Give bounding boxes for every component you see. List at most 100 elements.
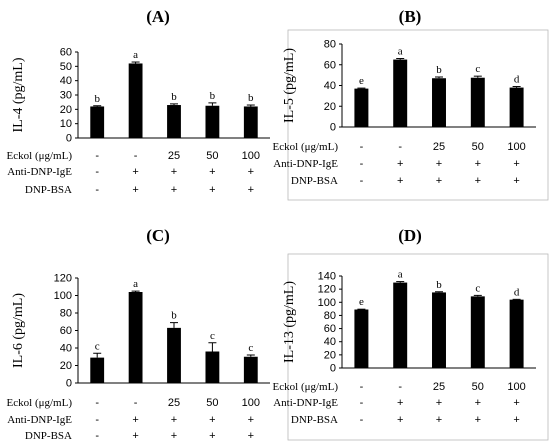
condition-value: - (95, 430, 99, 442)
bar (90, 357, 105, 383)
condition-value: 100 (507, 141, 525, 153)
panel-title: (A) (146, 7, 170, 26)
condition-value: + (436, 158, 442, 170)
condition-value: + (248, 414, 254, 426)
y-tick-label: 60 (324, 59, 336, 71)
condition-value: + (475, 158, 481, 170)
y-tick-label: 120 (318, 284, 336, 296)
condition-value: + (209, 414, 215, 426)
condition-value: + (513, 158, 519, 170)
panel-frame (287, 253, 549, 441)
y-tick-label: 80 (324, 39, 336, 51)
condition-value: + (209, 184, 215, 196)
significance-letter: b (171, 310, 177, 322)
condition-value: - (360, 141, 364, 153)
condition-value: + (436, 175, 442, 187)
condition-value: + (132, 184, 138, 196)
condition-row-label: Eckol (μg/mL) (273, 381, 339, 393)
condition-value: + (475, 175, 481, 187)
condition-value: + (397, 414, 403, 426)
significance-letter: c (475, 282, 480, 294)
condition-value: 50 (472, 381, 484, 393)
significance-letter: e (359, 75, 364, 87)
condition-value: + (248, 430, 254, 442)
y-tick-label: 0 (330, 122, 336, 134)
y-tick-label: 100 (318, 297, 336, 309)
y-tick-label: 40 (324, 336, 336, 348)
y-axis-label: IL-5 (pg/mL) (282, 48, 297, 123)
y-tick-label: 40 (60, 343, 72, 355)
panel-title: (B) (399, 7, 422, 26)
significance-letter: b (436, 279, 442, 291)
y-tick-label: 20 (324, 101, 336, 113)
condition-row-label: DNP-BSA (25, 184, 72, 196)
significance-letter: d (514, 74, 520, 86)
condition-value: 25 (433, 381, 445, 393)
condition-value: - (95, 397, 99, 409)
significance-letter: d (514, 286, 520, 298)
condition-value: - (398, 381, 402, 393)
bar (354, 88, 369, 127)
bar (90, 106, 105, 138)
condition-row-label: Anti-DNP-IgE (273, 158, 338, 170)
significance-letter: c (475, 63, 480, 75)
condition-value: - (360, 381, 364, 393)
condition-value: - (360, 414, 364, 426)
condition-value: 100 (242, 397, 260, 409)
y-tick-label: 10 (60, 118, 72, 130)
condition-value: + (513, 397, 519, 409)
condition-row-label: Eckol (μg/mL) (7, 397, 73, 409)
significance-letter: e (359, 296, 364, 308)
condition-value: - (360, 175, 364, 187)
bar (432, 78, 446, 127)
y-tick-label: 40 (324, 80, 336, 92)
y-tick-label: 50 (60, 61, 72, 73)
significance-letter: a (133, 278, 138, 290)
condition-row-label: DNP-BSA (291, 175, 338, 187)
significance-letter: b (171, 91, 177, 103)
bar (167, 327, 181, 383)
significance-letter: b (436, 64, 442, 76)
significance-letter: b (210, 90, 216, 102)
condition-value: - (134, 397, 138, 409)
significance-letter: a (133, 49, 138, 61)
bar (167, 105, 181, 138)
condition-value: 50 (472, 141, 484, 153)
bar (354, 309, 369, 368)
panel-frame (287, 29, 549, 201)
bar (128, 292, 143, 383)
bar (128, 63, 143, 138)
panel-title: (D) (398, 226, 422, 245)
condition-value: + (171, 166, 177, 178)
y-tick-label: 40 (60, 75, 72, 87)
y-tick-label: 0 (66, 133, 72, 145)
condition-row-label: Anti-DNP-IgE (273, 397, 338, 409)
y-axis-label: IL-4 (pg/mL) (11, 57, 26, 132)
condition-value: 25 (168, 150, 180, 162)
condition-value: - (95, 150, 99, 162)
bar (205, 105, 220, 138)
condition-value: - (360, 158, 364, 170)
significance-letter: c (210, 330, 215, 342)
condition-value: 25 (433, 141, 445, 153)
condition-value: + (513, 414, 519, 426)
significance-letter: a (398, 269, 403, 281)
condition-value: - (95, 414, 99, 426)
condition-value: + (132, 166, 138, 178)
y-tick-label: 120 (54, 273, 72, 285)
bar (509, 87, 524, 127)
bar (470, 77, 485, 127)
condition-row-label: Eckol (μg/mL) (7, 150, 73, 162)
y-axis-label: IL-6 (pg/mL) (11, 293, 26, 368)
condition-value: + (248, 184, 254, 196)
bar (393, 59, 408, 127)
y-tick-label: 0 (66, 378, 72, 390)
condition-value: + (436, 414, 442, 426)
condition-value: 50 (206, 397, 218, 409)
bar (243, 356, 258, 383)
condition-value: 100 (507, 381, 525, 393)
condition-value: + (513, 175, 519, 187)
y-tick-label: 20 (60, 104, 72, 116)
condition-value: + (132, 430, 138, 442)
condition-value: - (398, 141, 402, 153)
